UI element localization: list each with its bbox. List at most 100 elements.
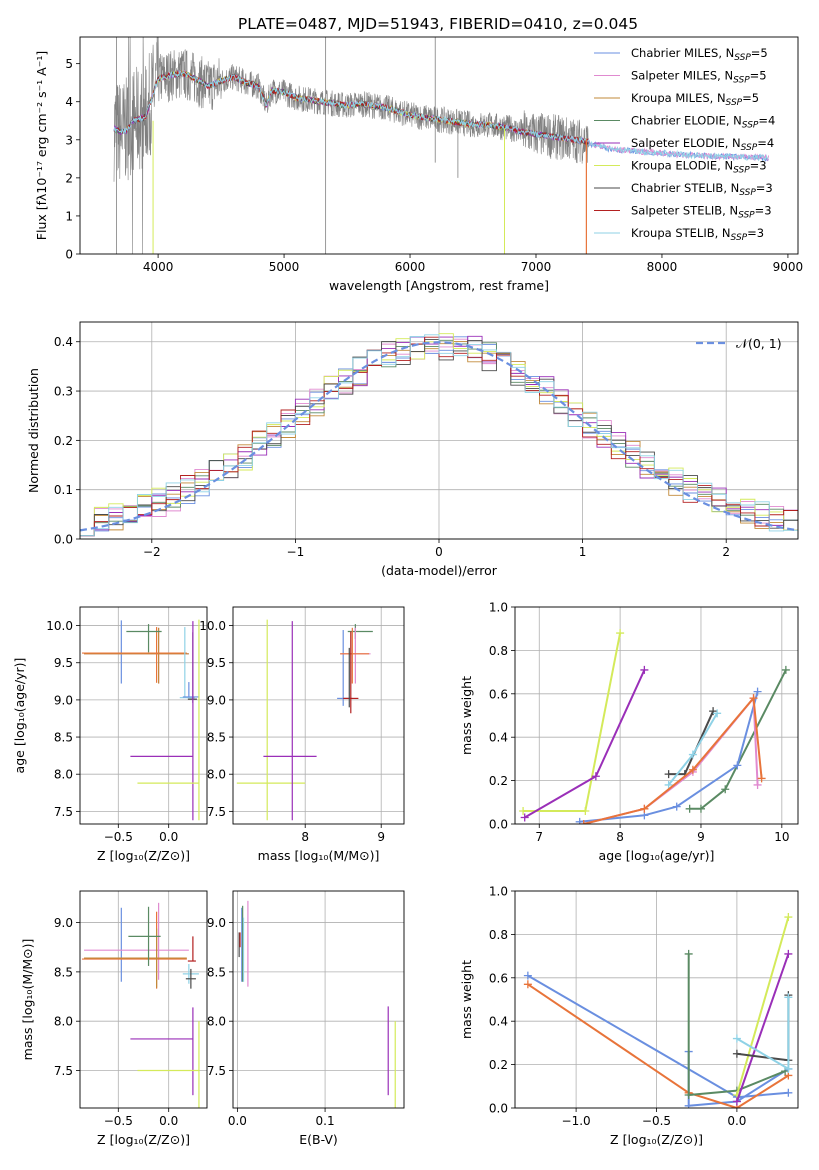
legend-value: =5 bbox=[750, 69, 767, 83]
y-tick-label: 9.0 bbox=[54, 916, 73, 930]
weight-marker bbox=[523, 971, 532, 980]
y-axis-label: mass weight bbox=[459, 676, 474, 755]
legend-subscript: SSP bbox=[726, 98, 743, 108]
legend-subscript: SSP bbox=[731, 233, 748, 243]
weight-marker bbox=[575, 817, 584, 824]
weight-marker bbox=[784, 993, 793, 1002]
legend-subscript: SSP bbox=[741, 143, 758, 153]
plot-area bbox=[82, 902, 200, 1108]
y-tick-label: 0.6 bbox=[489, 971, 508, 985]
gridlines bbox=[233, 891, 404, 1108]
weight-marker bbox=[749, 694, 758, 703]
y-tick-label: 8.0 bbox=[207, 1015, 226, 1029]
weight-marker bbox=[640, 665, 649, 674]
legend-value: =5 bbox=[742, 91, 759, 105]
weight-line bbox=[668, 710, 715, 776]
axes-frame bbox=[79, 36, 799, 255]
weight-marker bbox=[688, 765, 697, 774]
legend-label: Chabrier ELODIE, NSSP=4 bbox=[631, 114, 775, 131]
gridlines bbox=[233, 607, 404, 824]
legend-label: Chabrier STELIB, NSSP=3 bbox=[631, 181, 773, 198]
model-spectrum bbox=[113, 70, 590, 145]
x-tick-label: 0.0 bbox=[159, 830, 178, 844]
y-tick-label: 0.2 bbox=[489, 774, 508, 788]
axes-frame bbox=[514, 606, 799, 825]
y-axis-label: mass weight bbox=[459, 960, 474, 1039]
y-tick-label: 0.0 bbox=[54, 533, 73, 547]
y-tick-label: 9.0 bbox=[207, 916, 226, 930]
x-tick-label: 4000 bbox=[143, 260, 174, 274]
plot-area bbox=[82, 619, 200, 821]
weight-marker bbox=[685, 804, 694, 813]
x-tick-label: −0.5 bbox=[104, 830, 133, 844]
legend-label: Kroupa ELODIE, NSSP=3 bbox=[631, 159, 767, 176]
y-tick-label: 8.0 bbox=[54, 768, 73, 782]
y-tick-label: 8.5 bbox=[207, 731, 226, 745]
weight-line bbox=[579, 691, 759, 823]
x-tick-label: 9000 bbox=[773, 260, 804, 274]
plot-area bbox=[80, 333, 798, 539]
y-tick-label: 0.3 bbox=[54, 385, 73, 399]
weight-marker bbox=[581, 806, 590, 815]
weight-marker bbox=[684, 949, 693, 958]
legend-label: Salpeter ELODIE, NSSP=4 bbox=[631, 136, 774, 153]
weight-marker bbox=[732, 1034, 741, 1043]
legend-value: =3 bbox=[755, 204, 772, 218]
x-tick-label: −1.0 bbox=[562, 1114, 591, 1128]
y-tick-label: 8.5 bbox=[54, 731, 73, 745]
x-tick-label: 10 bbox=[774, 830, 789, 844]
plot-area bbox=[236, 619, 373, 821]
mass-vs-metallicity-panel: −0.5 0.0 7.5 8.0 8.5 9.0 Z [log₁₀(Z/Z⊙)] mass [… bbox=[20, 890, 208, 1147]
mass-weight-vs-metallicity-panel: −1.0 −0.5 0.0 0.0 0.2 0.4 0.6 0.8 1.0 Z [log₁₀(Z/… bbox=[459, 885, 799, 1147]
weight-marker bbox=[757, 774, 766, 783]
gridlines bbox=[80, 891, 207, 1108]
x-tick-label: 8000 bbox=[647, 260, 678, 274]
y-tick-label: 10.0 bbox=[199, 619, 226, 633]
legend: Chabrier MILES, NSSP=5 Salpeter MILES, NS… bbox=[594, 46, 775, 243]
legend-label: 𝒩(0, 1) bbox=[736, 336, 782, 351]
x-tick-label: 7 bbox=[535, 830, 543, 844]
y-tick-label: 4 bbox=[65, 95, 73, 109]
legend-value: =3 bbox=[756, 181, 773, 195]
weight-line bbox=[524, 669, 646, 819]
weight-marker bbox=[672, 802, 681, 811]
plot-area bbox=[238, 900, 396, 1108]
weight-marker bbox=[721, 785, 730, 794]
y-tick-label: 0.0 bbox=[489, 818, 508, 832]
y-axis-label: age [log₁₀(age/yr)] bbox=[12, 658, 27, 774]
legend-label: Kroupa MILES, NSSP=5 bbox=[631, 91, 759, 108]
y-tick-label: 0.6 bbox=[489, 687, 508, 701]
plot-area bbox=[113, 37, 769, 254]
weight-marker bbox=[753, 780, 762, 789]
legend-subscript: SSP bbox=[739, 188, 756, 198]
axes-frame bbox=[79, 321, 799, 540]
x-tick-label: −1 bbox=[287, 545, 305, 559]
legend-label: Salpeter STELIB, NSSP=3 bbox=[631, 204, 772, 221]
axes-frame bbox=[79, 890, 208, 1109]
legend-value: =5 bbox=[751, 46, 768, 60]
y-tick-label: 0 bbox=[65, 248, 73, 262]
weight-marker bbox=[664, 780, 673, 789]
y-tick-label: 8.0 bbox=[54, 1015, 73, 1029]
x-axis-label: Z [log₁₀(Z/Z⊙)] bbox=[610, 1132, 703, 1147]
x-tick-label: −0.5 bbox=[642, 1114, 671, 1128]
normal-distribution-curve bbox=[80, 341, 798, 532]
weight-line bbox=[527, 974, 789, 1099]
y-tick-label: 7.5 bbox=[207, 805, 226, 819]
chart-title: PLATE=0487, MJD=51943, FIBERID=0410, z=0… bbox=[238, 15, 638, 33]
legend-subscript: SSP bbox=[742, 121, 759, 131]
age-vs-mass-panel: 8 9 7.5 8.0 8.5 9.0 9.5 10.0 mass [log₁₀(M/M⊙)] bbox=[199, 606, 405, 863]
y-tick-label: 0.1 bbox=[54, 483, 73, 497]
x-tick-label: 8 bbox=[616, 830, 624, 844]
weight-marker bbox=[684, 1090, 693, 1099]
legend-value: =4 bbox=[757, 136, 774, 150]
legend-subscript: SSP bbox=[734, 53, 751, 63]
weight-line bbox=[583, 695, 763, 824]
y-tick-label: 9.0 bbox=[207, 693, 226, 707]
weight-marker bbox=[781, 665, 790, 674]
y-tick-label: 0.4 bbox=[489, 731, 508, 745]
y-tick-label: 0.0 bbox=[489, 1102, 508, 1116]
legend-label: Salpeter MILES, NSSP=5 bbox=[631, 69, 767, 86]
mass-weight-vs-age-panel: 7 8 9 10 0.0 0.2 0.4 0.6 0.8 1.0 age [log₁₀(age/yr… bbox=[459, 601, 799, 863]
